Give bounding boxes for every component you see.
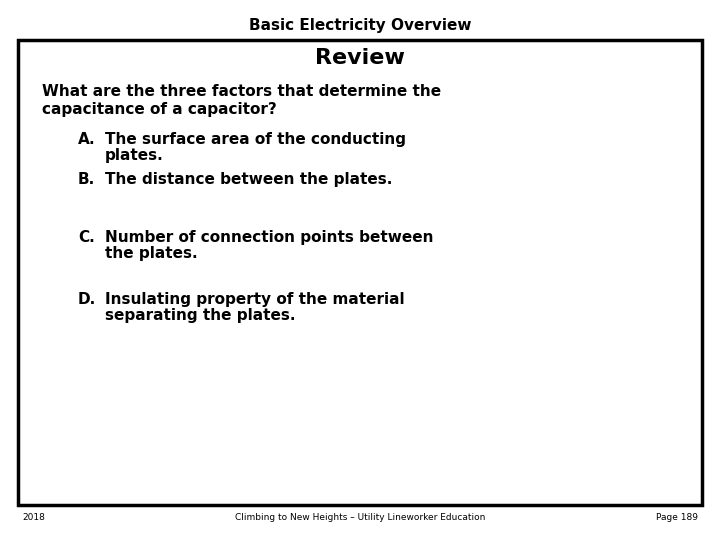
Text: Climbing to New Heights – Utility Lineworker Education: Climbing to New Heights – Utility Linewo… [235, 514, 485, 523]
Text: Review: Review [315, 48, 405, 68]
Text: The surface area of the conducting: The surface area of the conducting [105, 132, 406, 147]
Text: 2018: 2018 [22, 514, 45, 523]
Text: Insulating property of the material: Insulating property of the material [105, 292, 405, 307]
Text: capacitance of a capacitor?: capacitance of a capacitor? [42, 102, 276, 117]
Text: C.: C. [78, 230, 95, 245]
Bar [18, 40, 702, 505]
Text: plates.: plates. [105, 148, 163, 163]
Text: What are the three factors that determine the: What are the three factors that determin… [42, 84, 441, 99]
Text: B.: B. [78, 172, 95, 187]
Text: Number of connection points between: Number of connection points between [105, 230, 433, 245]
Text: Page 189: Page 189 [656, 514, 698, 523]
Text: A.: A. [78, 132, 96, 147]
Text: the plates.: the plates. [105, 246, 197, 261]
Text: Basic Electricity Overview: Basic Electricity Overview [248, 18, 472, 33]
Text: separating the plates.: separating the plates. [105, 308, 295, 323]
Text: D.: D. [78, 292, 96, 307]
Text: The distance between the plates.: The distance between the plates. [105, 172, 392, 187]
